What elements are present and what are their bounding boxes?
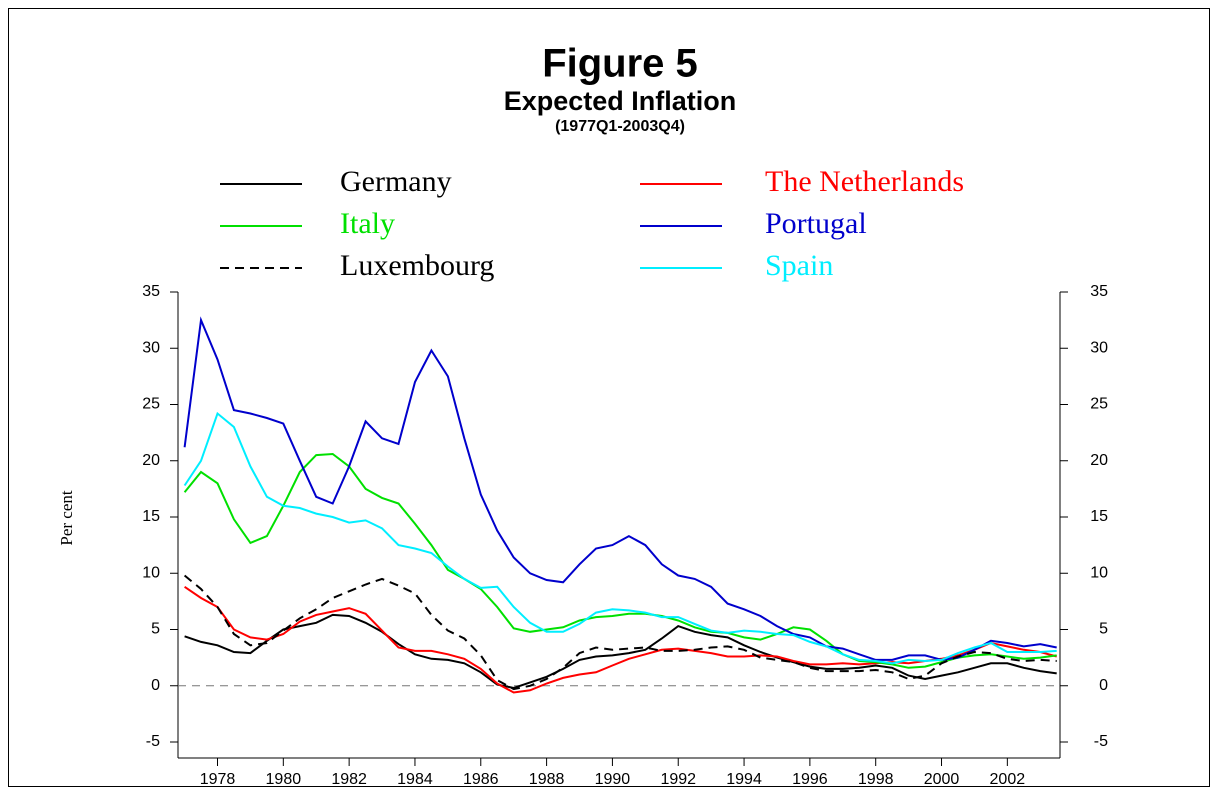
- y2-tick-label: 10: [1090, 564, 1108, 581]
- x-tick-label: 1984: [397, 771, 433, 788]
- x-tick-label: 1990: [595, 771, 631, 788]
- series-line: [183, 452, 1057, 669]
- x-tick-label: 1986: [463, 771, 499, 788]
- series-line: [183, 411, 1057, 665]
- legend-label: Luxembourg: [340, 249, 494, 282]
- y-tick-label: 20: [142, 452, 160, 469]
- chart-period: (1977Q1-2003Q4): [555, 118, 685, 135]
- y2-tick-label: 30: [1090, 339, 1108, 356]
- y2-tick-label: 0: [1099, 677, 1108, 694]
- series-line: [184, 613, 1057, 690]
- frame: [8, 8, 1210, 787]
- y-tick-label: 25: [142, 396, 160, 413]
- legend-label: Italy: [340, 207, 395, 240]
- legend-label: Spain: [765, 249, 833, 282]
- x-tick-label: 1992: [660, 771, 696, 788]
- y2-tick-label: 15: [1090, 508, 1108, 525]
- y2-tick-label: 35: [1090, 283, 1108, 300]
- y2-tick-label: 5: [1099, 621, 1108, 638]
- x-tick-label: 2002: [990, 771, 1026, 788]
- x-tick-label: 1996: [792, 771, 828, 788]
- y-tick-label: 15: [142, 508, 160, 525]
- y-tick-label: 10: [142, 564, 160, 581]
- y-tick-label: 0: [151, 677, 160, 694]
- chart-subtitle: Expected Inflation: [504, 86, 737, 116]
- y2-tick-label: 20: [1090, 452, 1108, 469]
- legend-label: Portugal: [765, 207, 867, 240]
- x-tick-label: 1982: [331, 771, 367, 788]
- y-axis-label: Per cent: [57, 490, 76, 546]
- series-line: [183, 316, 1057, 661]
- legend-label: The Netherlands: [765, 165, 964, 198]
- series-line: [184, 585, 1057, 694]
- y-tick-label: 5: [151, 621, 160, 638]
- x-tick-label: 1988: [529, 771, 565, 788]
- y-tick-label: 35: [142, 283, 160, 300]
- series-line: [183, 574, 1057, 691]
- x-tick-label: 1980: [266, 771, 302, 788]
- x-tick-label: 1994: [726, 771, 762, 788]
- x-tick-label: 1978: [200, 771, 236, 788]
- x-tick-label: 1998: [858, 771, 894, 788]
- x-tick-label: 2000: [924, 771, 960, 788]
- y-tick-label: 30: [142, 339, 160, 356]
- y2-tick-label: 25: [1090, 396, 1108, 413]
- chart-title: Figure 5: [542, 42, 698, 86]
- y2-tick-label: -5: [1094, 733, 1108, 750]
- legend-label: Germany: [340, 165, 452, 198]
- y-tick-label: -5: [146, 733, 160, 750]
